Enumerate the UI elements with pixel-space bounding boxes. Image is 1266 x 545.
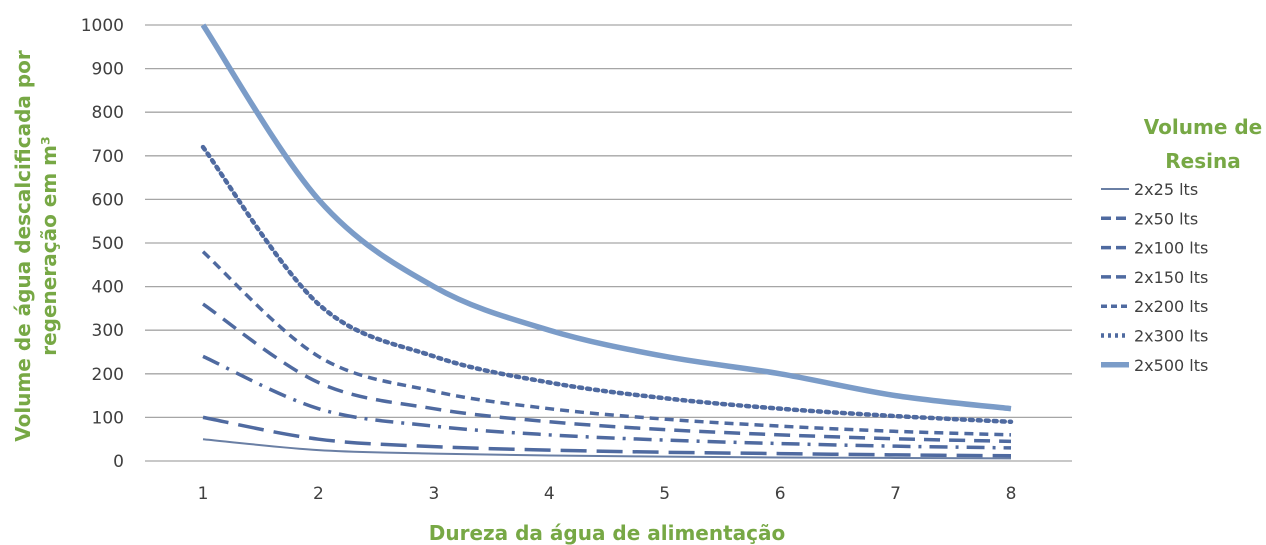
series-line-2x150-lts — [202, 302, 1012, 444]
legend-title-line1: Volume de — [1144, 115, 1262, 139]
x-tick-label: 6 — [775, 484, 786, 504]
legend-label: 2x300 lts — [1134, 327, 1208, 346]
x-tick-label: 3 — [428, 484, 439, 504]
series-line-2x100-lts — [202, 354, 1012, 450]
series-lines — [200, 23, 1014, 460]
y-tick-label: 500 — [92, 234, 124, 254]
y-tick-label: 200 — [92, 365, 124, 385]
x-axis-title: Dureza da água de alimentação — [429, 521, 786, 545]
series-line-2x25-lts — [202, 438, 1012, 460]
series-line-2x500-lts — [200, 23, 1012, 412]
x-tick-label: 2 — [313, 484, 324, 504]
legend: Volume de Resina 2x25 lts 2x50 lts 2x100 l… — [1101, 115, 1262, 375]
y-tick-label: 0 — [113, 452, 124, 472]
series-line-2x300-lts — [200, 144, 1014, 425]
legend-label: 2x500 lts — [1134, 356, 1208, 375]
y-tick-label: 100 — [92, 408, 124, 428]
y-axis-title: Volume de água descalcificada por regene… — [11, 50, 61, 442]
x-tick-label: 4 — [544, 484, 555, 504]
y-tick-label: 600 — [92, 190, 124, 210]
y-tick-label: 1000 — [81, 16, 124, 36]
series-line-2x200-lts — [201, 250, 1012, 437]
y-axis-title-line1: Volume de água descalcificada por — [11, 50, 35, 442]
x-tick-labels: 1 2 3 4 5 6 7 8 — [198, 484, 1017, 504]
y-tick-label: 800 — [92, 103, 124, 123]
legend-label: 2x200 lts — [1134, 297, 1208, 316]
y-axis-title-line2: regeneração em m³ — [37, 136, 61, 356]
y-tick-label: 300 — [92, 321, 124, 341]
legend-label: 2x50 lts — [1134, 209, 1198, 228]
legend-title-line2: Resina — [1165, 149, 1240, 173]
y-tick-label: 900 — [92, 60, 124, 80]
series-line-2x50-lts — [202, 415, 1012, 458]
legend-label: 2x25 lts — [1134, 180, 1198, 199]
x-tick-label: 7 — [890, 484, 901, 504]
y-tick-label: 700 — [92, 147, 124, 167]
x-tick-label: 8 — [1006, 484, 1017, 504]
legend-label: 2x150 lts — [1134, 268, 1208, 287]
x-tick-label: 5 — [659, 484, 670, 504]
legend-label: 2x100 lts — [1134, 239, 1208, 258]
y-tick-label: 400 — [92, 278, 124, 298]
gridlines — [145, 24, 1072, 462]
x-tick-label: 1 — [198, 484, 209, 504]
y-tick-labels: 0 100 200 300 400 500 600 700 800 900 1000 — [81, 16, 124, 472]
